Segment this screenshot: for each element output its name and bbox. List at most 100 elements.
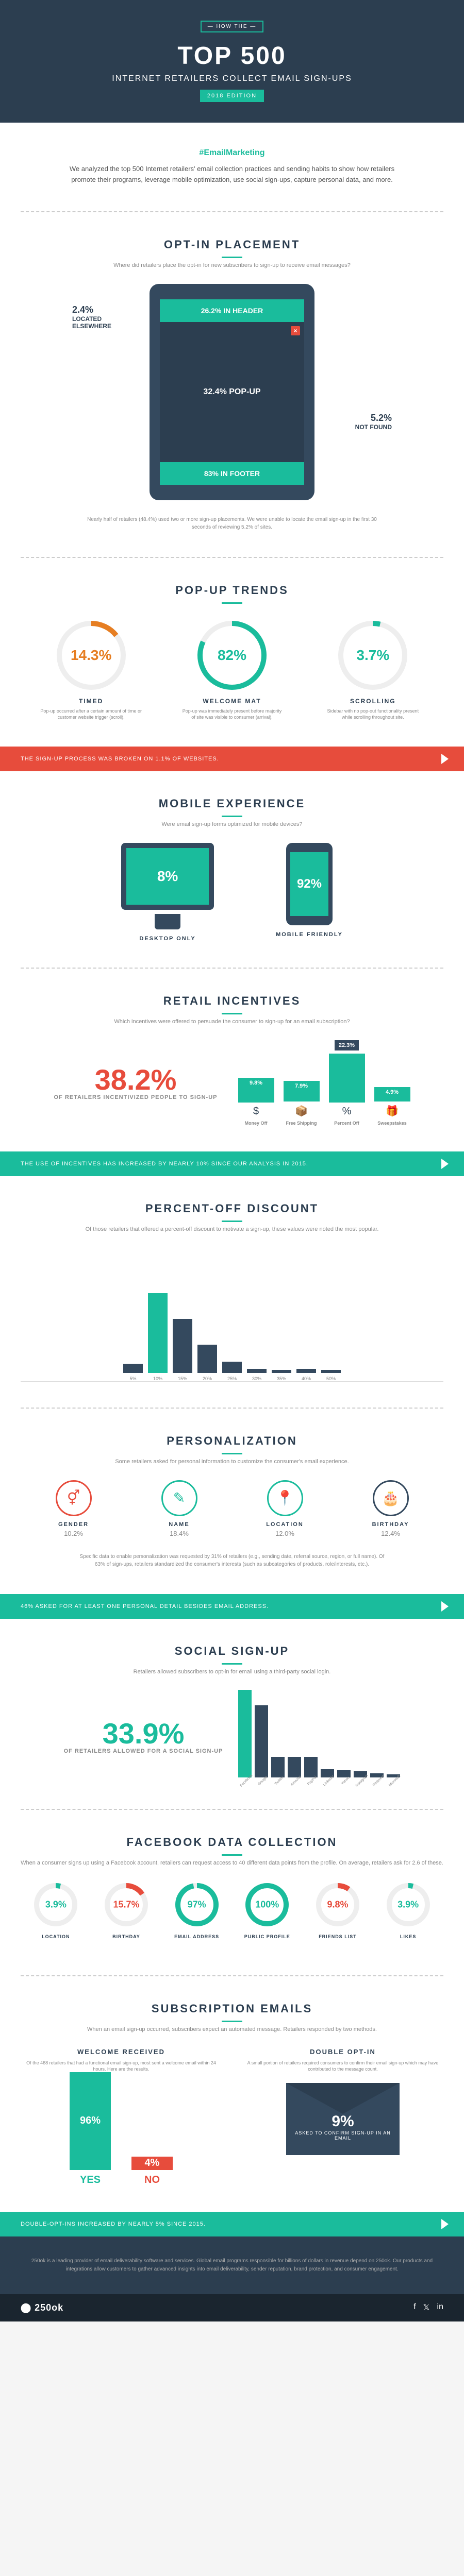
social-bar: Pinterest [370, 1773, 384, 1783]
welcome-col: WELCOME RECEIVED Of the 468 retailers th… [21, 2048, 222, 2186]
optin-note: Nearly half of retailers (48.4%) used tw… [77, 516, 387, 531]
percentoff-sub: Of those retailers that offered a percen… [21, 1226, 443, 1232]
intro-section: #EmailMarketing We analyzed the top 500 … [0, 123, 464, 211]
logo: ⬤ 250ok [21, 2302, 63, 2313]
social-bar: Amazon [288, 1757, 301, 1783]
tablet-footer-pct: 83% IN FOOTER [160, 462, 304, 485]
persona-name: ✎NAME18.4% [138, 1480, 221, 1537]
social-bar: Twitter [271, 1757, 285, 1783]
double-col: DOUBLE OPT-IN A small portion of retaile… [242, 2048, 443, 2186]
incent-bar: 4.9%🎁Sweepstakes [374, 1087, 410, 1126]
banner-incentives: THE USE OF INCENTIVES HAS INCREASED BY N… [0, 1151, 464, 1176]
pct-bar: 20% [197, 1345, 217, 1381]
fb-ring: 3.9%LIKES [380, 1882, 437, 1939]
incent-bar: 9.8%$Money Off [238, 1078, 274, 1126]
social-icons: f 𝕏 in [413, 2302, 443, 2313]
fb-ring: 100%PUBLIC PROFILE [239, 1882, 295, 1939]
pct-bar: 15% [173, 1319, 192, 1381]
social-bars: FacebookGoogleTwitterAmazonPayPalLinkedI… [238, 1690, 400, 1783]
optin-section: OPT-IN PLACEMENT Where did retailers pla… [0, 212, 464, 557]
ring-scrolling: 3.7%SCROLLINGSidebar with no pop-out fun… [321, 619, 424, 721]
callout-notfound: 5.2% NOT FOUND [325, 413, 392, 431]
ring-welcome mat: 82%WELCOME MATPop-up was immediately pre… [180, 619, 284, 721]
welcome-yes: 96% YES [70, 2072, 111, 2186]
footer: 250ok is a leading provider of email del… [0, 2236, 464, 2294]
incentives-section: RETAIL INCENTIVES Which incentives were … [0, 969, 464, 1151]
pct-bar: 25% [222, 1362, 242, 1381]
optin-sub: Where did retailers place the opt-in for… [21, 262, 443, 268]
social-bar: LinkedIn [321, 1769, 334, 1783]
incentives-title: RETAIL INCENTIVES [21, 994, 443, 1014]
subscription-title: SUBSCRIPTION EMAILS [21, 2002, 443, 2022]
subscription-sub: When an email sign-up occurred, subscrib… [21, 2026, 443, 2032]
personalization-sub: Some retailers asked for personal inform… [21, 1459, 443, 1465]
incent-bars: 9.8%$Money Off 7.9%📦Free Shipping22.3%%Pe… [238, 1040, 410, 1126]
facebook-section: FACEBOOK DATA COLLECTION When a consumer… [0, 1810, 464, 1975]
optin-title: OPT-IN PLACEMENT [21, 238, 443, 258]
header-year: 2018 EDITION [200, 90, 264, 102]
header: — HOW THE — TOP 500 INTERNET RETAILERS C… [0, 0, 464, 123]
pct-bar: 35% [272, 1370, 291, 1381]
mobile-title: MOBILE EXPERIENCE [21, 797, 443, 817]
desktop-device: 8% DESKTOP ONLY [121, 843, 214, 942]
mobile-section: MOBILE EXPERIENCE Were email sign-up for… [0, 771, 464, 968]
facebook-sub: When a consumer signs up using a Faceboo… [21, 1860, 443, 1866]
header-title: TOP 500 [15, 42, 449, 70]
tablet-popup-pct: × 32.4% POP-UP [160, 322, 304, 462]
percentoff-title: PERCENT-OFF DISCOUNT [21, 1202, 443, 1222]
social-bar: Facebook [238, 1690, 252, 1783]
mobile-sub: Were email sign-up forms optimized for m… [21, 821, 443, 827]
fb-ring: 15.7%BIRTHDAY [98, 1882, 155, 1939]
phone-device: 92% MOBILE FRIENDLY [276, 843, 343, 942]
facebook-title: FACEBOOK DATA COLLECTION [21, 1836, 443, 1856]
facebook-icon[interactable]: f [413, 2302, 416, 2313]
social-sub: Retailers allowed subscribers to opt-in … [21, 1669, 443, 1675]
banner-broken: THE SIGN-UP PROCESS WAS BROKEN ON 1.1% O… [0, 747, 464, 771]
callout-elsewhere: 2.4% LOCATED ELSEWHERE [72, 304, 139, 330]
footer-bar: ⬤ 250ok f 𝕏 in [0, 2294, 464, 2321]
social-bar: Yahoo [337, 1770, 351, 1783]
fb-ring: 9.8%FRIENDS LIST [309, 1882, 366, 1939]
incent-big: 38.2% OF RETAILERS INCENTIVIZED PEOPLE T… [54, 1065, 217, 1100]
header-badge: — HOW THE — [201, 21, 264, 32]
percentoff-chart: 5%10%15%20%25%30%35%40%50% [21, 1248, 443, 1382]
persona-gender: ⚥GENDER10.2% [32, 1480, 115, 1537]
hashtag: #EmailMarketing [21, 148, 443, 158]
linkedin-icon[interactable]: in [437, 2302, 443, 2313]
close-icon: × [291, 326, 300, 335]
social-bar: Instagram [354, 1771, 367, 1783]
percentoff-section: PERCENT-OFF DISCOUNT Of those retailers … [0, 1176, 464, 1408]
social-bar: Google [255, 1705, 268, 1783]
social-title: SOCIAL SIGN-UP [21, 1645, 443, 1665]
pct-bar: 50% [321, 1370, 341, 1381]
twitter-icon[interactable]: 𝕏 [423, 2302, 430, 2313]
pct-bar: 10% [148, 1293, 168, 1381]
personalization-section: PERSONALIZATION Some retailers asked for… [0, 1409, 464, 1594]
subscription-section: SUBSCRIPTION EMAILS When an email sign-u… [0, 1976, 464, 2212]
facebook-rings: 3.9%LOCATION15.7%BIRTHDAY97%EMAIL ADDRES… [21, 1882, 443, 1950]
personalization-note: Specific data to enable personalization … [77, 1553, 387, 1568]
popup-title: POP-UP TRENDS [21, 584, 443, 604]
ring-timed: 14.3%TIMEDPop-up occurred after a certai… [40, 619, 143, 721]
envelope-graphic: 9% ASKED TO CONFIRM SIGN-UP IN AN EMAIL [286, 2083, 400, 2155]
social-bar: PayPal [304, 1757, 318, 1783]
persona-birthday: 🎂BIRTHDAY12.4% [350, 1480, 432, 1537]
fb-ring: 97%EMAIL ADDRESS [169, 1882, 225, 1939]
personalization-title: PERSONALIZATION [21, 1434, 443, 1454]
incent-bar: 22.3%%Percent Off [329, 1040, 365, 1126]
persona-row: ⚥GENDER10.2% ✎NAME18.4% 📍LOCATION12.0% 🎂BIR… [21, 1480, 443, 1537]
welcome-no: 4% NO [131, 2157, 173, 2186]
header-sub: INTERNET RETAILERS COLLECT EMAIL SIGN-UP… [15, 74, 449, 83]
pct-bar: 30% [247, 1369, 267, 1381]
popup-rings: 14.3%TIMEDPop-up occurred after a certai… [21, 619, 443, 721]
incentives-sub: Which incentives were offered to persuad… [21, 1019, 443, 1025]
intro-text: We analyzed the top 500 Internet retaile… [67, 164, 397, 185]
social-bar: Microsoft [387, 1774, 400, 1783]
fb-ring: 3.9%LOCATION [27, 1882, 84, 1939]
tablet-header-pct: 26.2% IN HEADER [160, 299, 304, 322]
incent-bar: 7.9%📦Free Shipping [284, 1081, 320, 1126]
banner-double: DOUBLE-OPT-INS INCREASED BY NEARLY 5% SI… [0, 2212, 464, 2236]
popup-section: POP-UP TRENDS 14.3%TIMEDPop-up occurred … [0, 558, 464, 747]
pct-bar: 5% [123, 1364, 143, 1381]
persona-location: 📍LOCATION12.0% [244, 1480, 326, 1537]
